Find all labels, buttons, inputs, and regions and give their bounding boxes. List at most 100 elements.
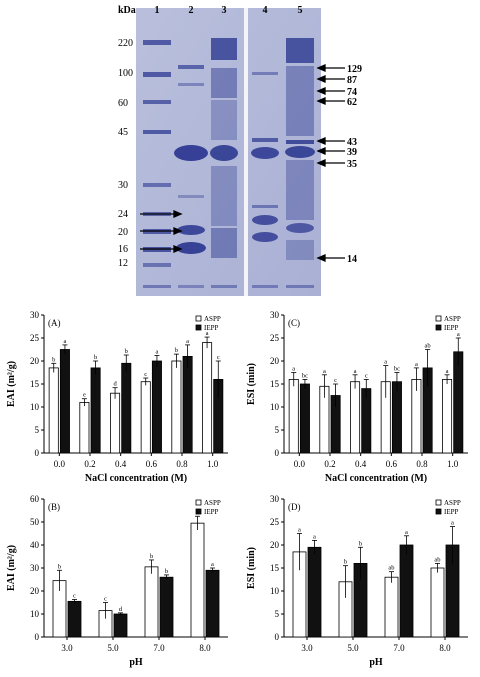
significance-letter: c bbox=[365, 372, 368, 379]
significance-letter: ab bbox=[425, 343, 431, 350]
panel-label: (C) bbox=[288, 318, 300, 328]
gel-unit-label: kDa bbox=[118, 5, 136, 16]
significance-letter: b bbox=[125, 348, 128, 355]
bar-aspp bbox=[171, 360, 182, 454]
bar-aspp bbox=[202, 342, 213, 454]
panel-label: (A) bbox=[48, 318, 61, 328]
x-axis-title: pH bbox=[369, 657, 383, 668]
y-tick-label: 30 bbox=[30, 310, 40, 320]
x-tick-label: 3.0 bbox=[301, 643, 313, 653]
bar-aspp bbox=[79, 402, 90, 454]
right-arrows bbox=[316, 64, 345, 262]
marker-label: 16 bbox=[118, 244, 128, 255]
y-tick-label: 20 bbox=[270, 356, 280, 366]
significance-letter: c bbox=[104, 596, 107, 603]
band-label: 74 bbox=[347, 87, 357, 98]
marker-label: 45 bbox=[118, 127, 128, 138]
significance-letter: b bbox=[175, 347, 178, 354]
y-tick-label: 15 bbox=[270, 379, 280, 389]
y-tick-label: 10 bbox=[30, 402, 40, 412]
y-tick-label: 60 bbox=[30, 494, 40, 504]
legend-swatch-iepp bbox=[195, 324, 202, 331]
y-tick-label: 0 bbox=[35, 632, 40, 642]
legend-label-aspp: ASPP bbox=[444, 499, 461, 507]
significance-letter: ab bbox=[388, 565, 394, 572]
x-tick-label: 1.0 bbox=[447, 459, 459, 469]
significance-letter: a bbox=[206, 330, 209, 337]
significance-letter: c bbox=[73, 593, 76, 600]
y-axis-title: EAI (m²/g) bbox=[6, 361, 17, 407]
gel-divider bbox=[244, 8, 248, 296]
bar-aspp bbox=[442, 379, 453, 454]
significance-letter: e bbox=[83, 392, 86, 399]
band-label: 62 bbox=[347, 97, 357, 108]
y-tick-label: 15 bbox=[30, 379, 40, 389]
significance-letter: d bbox=[119, 606, 123, 613]
y-tick-label: 20 bbox=[30, 586, 40, 596]
legend-label-iepp: IEPP bbox=[444, 508, 459, 516]
x-tick-label: 0.0 bbox=[54, 459, 66, 469]
left-arrows bbox=[140, 210, 183, 253]
bar-aspp bbox=[190, 522, 205, 638]
legend-swatch-iepp bbox=[435, 324, 442, 331]
significance-letter: b bbox=[52, 356, 55, 363]
y-tick-label: 40 bbox=[30, 540, 40, 550]
bar-aspp bbox=[48, 367, 59, 454]
legend-swatch-iepp bbox=[195, 508, 202, 515]
x-tick-label: 0.6 bbox=[386, 459, 398, 469]
x-tick-label: 5.0 bbox=[347, 643, 359, 653]
significance-letter: c bbox=[217, 354, 220, 361]
lane-label-5: 5 bbox=[298, 5, 303, 16]
bar-aspp bbox=[350, 381, 361, 454]
bar-iepp bbox=[121, 362, 132, 454]
panel-label: (D) bbox=[288, 502, 301, 512]
bar-aspp bbox=[144, 566, 159, 638]
y-tick-label: 15 bbox=[270, 563, 280, 573]
x-tick-label: 0.2 bbox=[324, 459, 335, 469]
x-tick-label: 8.0 bbox=[199, 643, 211, 653]
x-tick-label: 5.0 bbox=[107, 643, 119, 653]
marker-label: 60 bbox=[118, 98, 128, 109]
y-tick-label: 0 bbox=[275, 632, 280, 642]
significance-letter: a bbox=[457, 331, 460, 338]
y-tick-label: 30 bbox=[270, 494, 280, 504]
y-tick-label: 25 bbox=[30, 333, 40, 343]
y-axis-title: ESI (min) bbox=[246, 547, 257, 589]
x-axis-title: NaCl concentration (M) bbox=[325, 473, 427, 484]
lane-5-bands bbox=[285, 38, 315, 288]
legend-label-iepp: IEPP bbox=[204, 508, 219, 516]
significance-letter: b bbox=[165, 568, 168, 575]
y-tick-label: 5 bbox=[275, 425, 280, 435]
y-tick-label: 5 bbox=[35, 425, 40, 435]
legend-label-iepp: IEPP bbox=[204, 324, 219, 332]
x-tick-label: 3.0 bbox=[61, 643, 73, 653]
x-tick-label: 0.8 bbox=[176, 459, 188, 469]
y-tick-label: 30 bbox=[30, 563, 40, 573]
bar-aspp bbox=[384, 576, 399, 638]
bar-iepp bbox=[391, 381, 402, 454]
significance-letter: a bbox=[446, 368, 449, 375]
marker-label: 220 bbox=[118, 38, 133, 49]
y-tick-label: 0 bbox=[35, 448, 40, 458]
significance-letter: d bbox=[113, 381, 117, 388]
y-tick-label: 20 bbox=[30, 356, 40, 366]
x-tick-label: 0.8 bbox=[416, 459, 428, 469]
marker-label: 100 bbox=[118, 68, 133, 79]
bar-iepp bbox=[399, 544, 414, 638]
significance-letter: a bbox=[451, 520, 454, 527]
band-label: 87 bbox=[347, 75, 357, 86]
x-tick-label: 1.0 bbox=[207, 459, 219, 469]
significance-letter: c bbox=[144, 371, 147, 378]
marker-label: 24 bbox=[118, 209, 128, 220]
lane-3-bands bbox=[210, 38, 238, 288]
bar-iepp bbox=[151, 360, 162, 454]
significance-letter: bc bbox=[394, 366, 400, 373]
significance-letter: a bbox=[354, 368, 357, 375]
bar-aspp bbox=[430, 567, 445, 638]
significance-letter: a bbox=[196, 509, 199, 516]
band-label: 39 bbox=[347, 147, 357, 158]
